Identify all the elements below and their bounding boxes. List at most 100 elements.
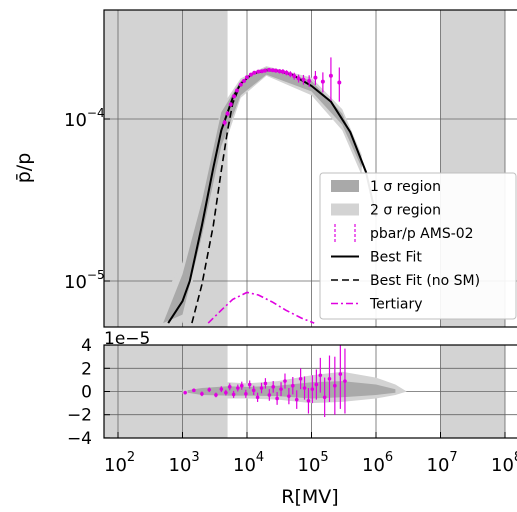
data-point-15 [273,68,278,73]
legend-label-sigma1: 1 σ region [370,179,441,195]
data-point-13 [267,67,272,72]
residual-y-tick-label-3: −2 [67,406,92,426]
main-y-tick-exp-1: −5 [87,268,105,282]
main-frame [103,9,517,328]
residual-point-6 [224,390,228,395]
residual-point-7 [227,385,232,389]
legend-label-best_fit_no_sm: Best Fit (no SM) [370,273,480,289]
residual-point-12 [247,382,252,387]
residual-offset-label: 1e−5 [104,329,150,349]
legend: 1 σ region 2 σ region pbar/p AMS-02 Best Fi… [319,172,517,320]
data-point-20 [292,74,297,79]
residual-point-11 [244,392,248,396]
residual-point-1 [192,388,196,393]
legend-label-sigma2: 2 σ region [370,203,441,219]
data-point-0 [222,120,227,125]
residual-y-tick-label-4: −4 [67,429,92,449]
main-y-tick-base-0: 10 [64,110,87,131]
x-tick-label-6: 108 [491,450,517,476]
residual-point-16 [263,381,268,386]
x-tick-exp-4: 6 [385,450,393,465]
x-tick-exp-0: 2 [127,450,135,465]
data-point-12 [262,68,267,73]
residual-point-35 [343,379,347,383]
legend-box [319,172,517,320]
residual-point-17 [267,393,272,397]
data-point-8 [248,72,253,77]
residual-point-27 [306,398,311,403]
main-sigma2-band [148,66,362,324]
residual-plot-content [182,345,407,418]
main-y-tick-exp-0: −4 [87,106,105,120]
main-shaded-range-0 [104,10,183,327]
data-point-25 [320,79,325,84]
residual-point-10 [239,383,244,388]
residual-point-0 [183,390,187,395]
residual-point-26 [302,386,307,390]
x-tick-exp-3: 5 [320,450,328,465]
residual-point-4 [214,393,218,397]
residual-y-tick-label-2: 0 [81,383,92,403]
residual-sigma1-band [187,381,396,399]
residual-point-8 [231,392,236,397]
legend-swatch-sigma2 [331,203,359,216]
data-point-7 [245,75,249,80]
data-point-1 [225,111,230,116]
residual-point-22 [287,394,291,398]
data-point-2 [228,102,233,107]
residual-y-tick-label-0: 4 [81,336,92,356]
x-axis-label: R[MV] [281,486,338,508]
data-point-19 [288,72,293,77]
legend-label-tertiary: Tertiary [369,297,423,313]
data-point-10 [256,69,261,74]
data-point-26 [328,73,333,78]
data-point-24 [313,75,318,80]
data-point-23 [307,78,312,83]
data-point-5 [238,82,243,87]
residual-point-2 [200,392,204,396]
x-tick-base-1: 10 [169,455,192,476]
main-y-tick-label-1: 10−5 [64,268,105,293]
legend-swatch-sigma1 [331,180,359,192]
x-tick-exp-2: 4 [256,450,264,465]
main-y-tick-base-1: 10 [64,272,87,293]
x-tick-base-2: 10 [233,455,256,476]
residual-point-28 [310,387,315,391]
x-tick-base-0: 10 [104,455,127,476]
x-tick-exp-1: 3 [191,450,199,465]
residual-point-5 [219,387,224,391]
data-point-14 [270,68,275,73]
data-point-21 [296,76,301,81]
residual-y-tick-label-1: 2 [81,359,92,379]
data-point-6 [242,78,247,83]
data-point-27 [337,80,342,85]
main-plot-content [148,57,377,324]
x-tick-label-4: 106 [362,450,393,476]
series-line-dashdot-2 [207,291,315,324]
residual-point-34 [338,372,343,376]
residual-point-13 [251,388,256,393]
x-tick-exp-6: 8 [514,450,517,465]
data-point-11 [259,69,264,74]
residual-point-30 [318,373,323,378]
x-tick-exp-5: 7 [449,450,457,465]
residual-point-20 [279,387,283,391]
x-tick-base-6: 10 [491,455,514,476]
residual-point-33 [333,383,337,388]
x-tick-base-5: 10 [427,455,450,476]
residual-point-25 [298,376,303,381]
main-y-axis-label: p̄/p [13,153,35,184]
residual-point-23 [291,383,295,388]
data-point-17 [280,69,285,74]
residual-point-32 [327,376,332,381]
residual-point-29 [314,382,319,387]
residual-point-19 [275,396,279,401]
data-point-16 [277,69,282,74]
residual-point-14 [255,395,260,400]
x-tick-label-1: 103 [169,450,200,476]
x-tick-label-2: 104 [233,450,264,476]
residual-point-18 [271,385,276,389]
x-tick-label-3: 105 [298,450,329,476]
x-tick-label-5: 107 [427,450,458,476]
